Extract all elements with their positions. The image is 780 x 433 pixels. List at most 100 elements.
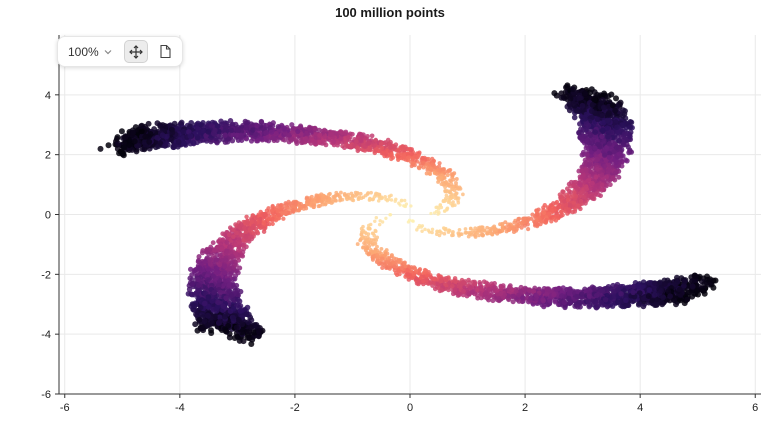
data-point	[475, 295, 481, 301]
data-point	[196, 254, 202, 260]
data-point	[236, 298, 243, 304]
data-point	[591, 96, 598, 103]
data-point	[451, 177, 456, 182]
data-point	[428, 172, 433, 176]
data-point	[323, 142, 329, 148]
data-point	[145, 120, 152, 127]
data-point	[178, 119, 185, 126]
data-point	[293, 137, 299, 143]
data-point	[226, 266, 232, 272]
data-point	[361, 245, 365, 250]
data-point	[565, 197, 571, 203]
data-point	[442, 231, 447, 236]
data-point	[252, 231, 258, 236]
data-point	[437, 161, 442, 166]
data-point	[624, 158, 630, 164]
data-point	[560, 212, 565, 218]
data-point	[503, 220, 508, 225]
data-point	[387, 264, 393, 270]
data-point	[500, 226, 505, 231]
data-point	[608, 91, 615, 98]
data-point	[409, 204, 413, 208]
grid-lines	[59, 35, 761, 395]
data-point	[436, 212, 440, 216]
data-point	[228, 244, 234, 250]
data-point	[482, 228, 487, 233]
data-point	[244, 214, 249, 220]
data-point	[552, 299, 558, 305]
data-point	[444, 179, 449, 184]
data-point	[399, 199, 404, 203]
data-point	[410, 219, 415, 223]
data-point	[473, 230, 477, 235]
data-point	[372, 150, 378, 156]
data-point	[235, 334, 242, 340]
data-point	[450, 233, 454, 238]
data-point	[338, 198, 342, 203]
data-point	[369, 190, 373, 195]
data-point	[322, 134, 328, 140]
data-point	[587, 89, 594, 96]
data-point	[105, 142, 112, 149]
data-point	[231, 234, 236, 240]
data-point	[453, 192, 458, 197]
data-point	[511, 226, 516, 232]
data-point	[559, 209, 564, 214]
data-point	[193, 311, 199, 318]
data-point	[264, 208, 270, 213]
data-point	[426, 156, 431, 162]
data-point	[261, 221, 267, 226]
data-point	[604, 174, 610, 180]
data-point	[317, 203, 322, 208]
data-point	[118, 128, 125, 135]
data-point	[557, 192, 563, 197]
data-point	[308, 130, 314, 136]
data-point	[477, 233, 481, 238]
data-point	[258, 119, 265, 125]
data-point	[534, 211, 540, 217]
data-point	[355, 242, 360, 247]
data-point	[289, 122, 295, 128]
data-point	[235, 270, 241, 276]
data-point	[358, 191, 363, 196]
data-point	[510, 299, 516, 305]
data-point	[454, 177, 459, 181]
data-point	[490, 298, 496, 304]
data-point	[449, 182, 454, 187]
data-point	[376, 199, 381, 203]
data-point	[485, 225, 490, 230]
data-point	[420, 160, 425, 166]
data-point	[420, 229, 424, 233]
data-point	[429, 211, 433, 216]
data-point	[233, 262, 239, 268]
data-point	[370, 250, 375, 255]
data-point	[373, 219, 377, 224]
data-point	[540, 298, 546, 304]
data-point	[454, 181, 458, 185]
data-point	[396, 148, 401, 153]
data-point	[512, 220, 517, 225]
data-point	[712, 277, 719, 284]
data-point	[498, 222, 503, 227]
data-point	[409, 151, 414, 156]
data-point	[368, 197, 373, 201]
data-point	[274, 137, 280, 143]
data-point	[617, 99, 624, 106]
data-point	[609, 303, 616, 309]
data-point	[514, 227, 519, 232]
data-point	[266, 138, 272, 144]
data-point	[651, 292, 658, 298]
data-point	[316, 127, 322, 133]
data-point	[519, 225, 524, 230]
data-point	[583, 126, 589, 133]
data-point	[373, 137, 379, 143]
data-point	[570, 209, 575, 215]
data-point	[461, 192, 465, 197]
data-point	[247, 324, 254, 331]
data-point	[435, 232, 439, 236]
data-point	[394, 197, 398, 202]
data-point	[282, 137, 288, 143]
data-point	[626, 149, 632, 156]
data-point	[607, 182, 613, 188]
